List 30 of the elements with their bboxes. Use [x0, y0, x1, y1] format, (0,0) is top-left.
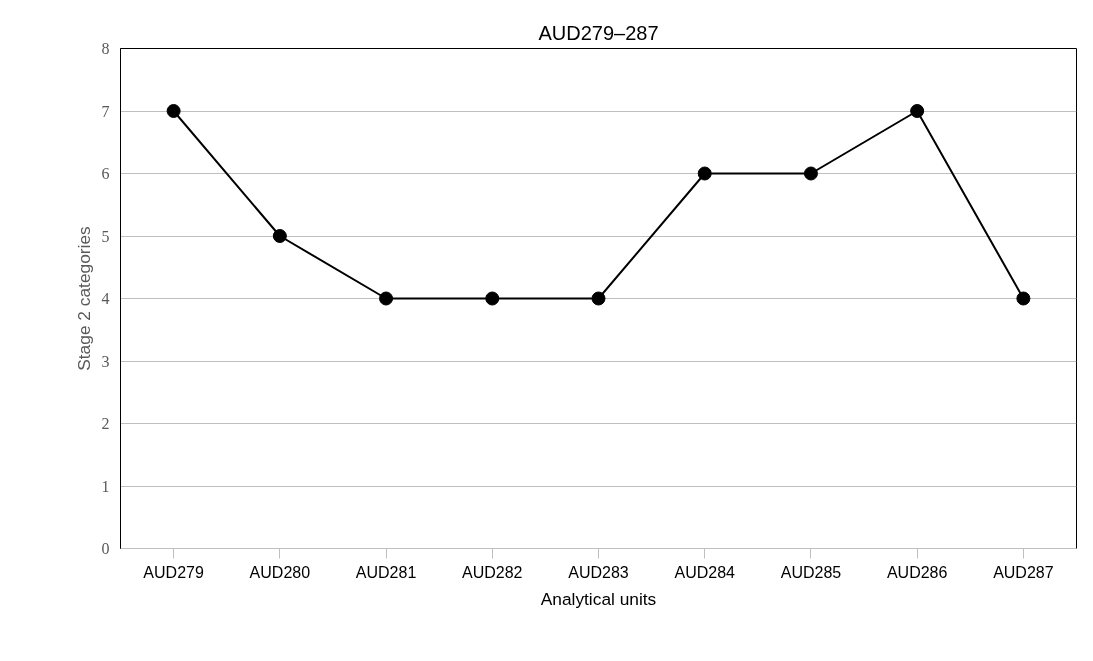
point — [1016, 291, 1031, 306]
point — [591, 291, 606, 306]
x-tick-label: AUD281 — [355, 563, 417, 581]
x-tick-label: AUD280 — [249, 563, 311, 581]
chart-title: AUD279–287 — [538, 21, 659, 44]
y-tick-label: 6 — [101, 165, 110, 182]
point — [272, 229, 287, 243]
x-tick-label: AUD282 — [462, 563, 523, 581]
y-tick-label: 7 — [101, 102, 110, 120]
point — [379, 291, 394, 306]
y-tick-label: 5 — [101, 227, 110, 245]
x-tick-label: AUD286 — [886, 563, 948, 581]
y-tick-label: 2 — [101, 415, 110, 432]
y-tick-label: 0 — [101, 540, 110, 557]
y-axis-title: Stage 2 categories — [73, 225, 94, 371]
x-tick-label: AUD283 — [568, 563, 629, 581]
y-tick-label: 3 — [101, 352, 110, 370]
point — [910, 104, 925, 118]
x-tick-label: AUD279 — [143, 563, 204, 581]
point — [166, 104, 181, 118]
x-tick-label: AUD284 — [674, 563, 736, 581]
y-tick-label: 4 — [101, 290, 110, 307]
point — [697, 166, 712, 181]
x-tick-label: AUD285 — [780, 563, 842, 581]
x-axis-title: Analytical units — [540, 588, 657, 609]
y-tick-label: 1 — [101, 477, 110, 495]
point — [803, 166, 818, 181]
point — [485, 291, 500, 306]
x-tick-label: AUD287 — [993, 563, 1054, 581]
y-tick-label: 8 — [101, 40, 110, 57]
